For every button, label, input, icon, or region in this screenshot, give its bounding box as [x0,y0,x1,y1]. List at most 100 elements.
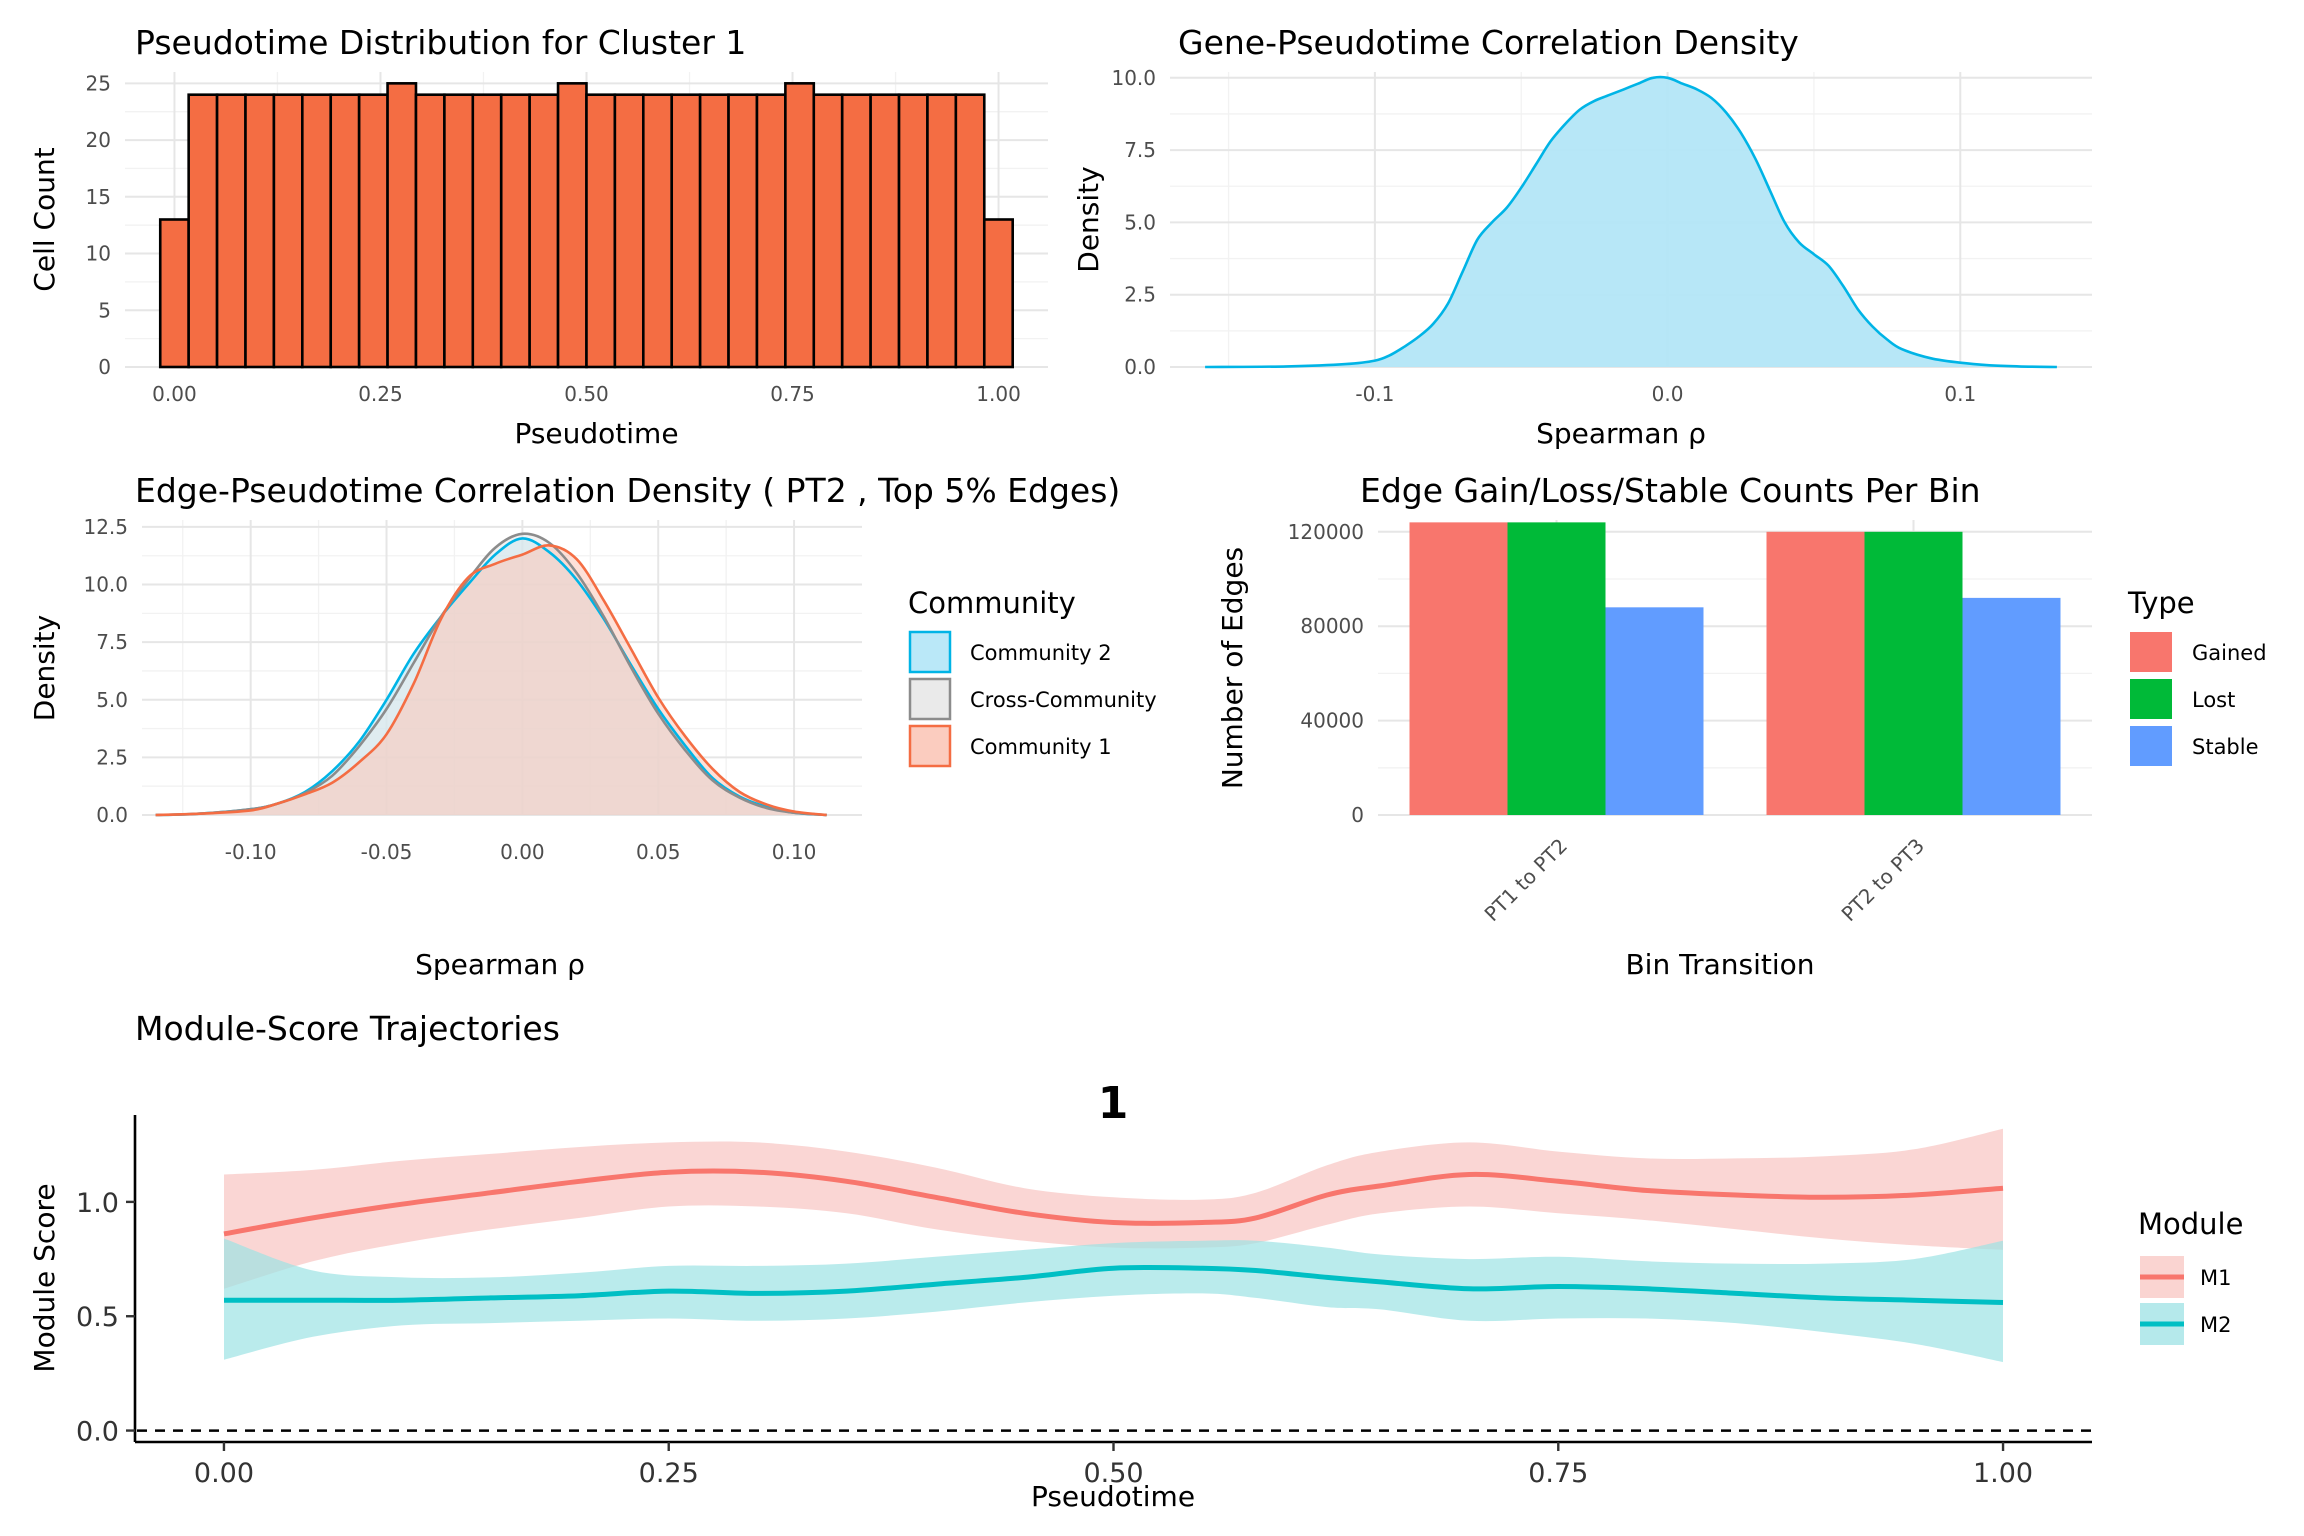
x-tick-label: 0.0 [1652,382,1684,406]
x-tick-label: 0.75 [1528,1458,1588,1489]
histogram-bar [698,93,730,369]
chart-title: Edge Gain/Loss/Stable Counts Per Bin [1360,471,1981,510]
y-tick-label: 12.5 [83,515,128,539]
chart-title: Module-Score Trajectories [135,1009,560,1048]
legend-title: Module [2138,1207,2243,1241]
x-tick-label: 0.50 [1083,1458,1143,1489]
y-tick-label: 5 [98,298,111,322]
x-tick-label: 1.00 [976,382,1021,406]
y-tick-label: 15 [86,185,111,209]
histogram-bar [585,93,617,369]
y-axis-label: Density [28,615,61,721]
y-tick-label: 7.5 [1124,138,1156,162]
legend-key [2130,632,2172,672]
histogram-bar [158,218,190,369]
x-tick-label: 1.00 [1973,1458,2033,1489]
x-tick-label: -0.10 [225,840,277,864]
histogram-panel: 0.00 0.25 0.50 0.75 1.00 0 5 10 15 20 25 Pseudotime… [28,23,1048,450]
x-axis-label: Pseudotime [1031,1480,1195,1513]
histogram-bar [499,93,531,369]
y-tick-label: 5.0 [1124,210,1156,234]
histogram-bar [812,93,844,369]
legend-key [908,630,952,674]
y-tick-label: 20 [86,128,111,152]
histogram-bar [386,82,418,369]
chart-title: Gene-Pseudotime Correlation Density [1178,23,1799,62]
histogram-bar [784,82,816,369]
bar-lost [1864,531,1963,815]
x-tick-label: 0.10 [772,840,817,864]
y-axis-label: Module Score [28,1183,61,1372]
trend-line-m2 [224,1264,2004,1305]
legend-label: Community 1 [970,735,1112,759]
histogram-bar [528,93,560,369]
chart-title: Edge-Pseudotime Correlation Density ( PT… [135,471,1120,510]
histogram-bar [926,93,958,369]
trend-line-m1 [223,1168,2004,1237]
x-tick-label: PT2 to PT3 [1837,834,1929,926]
bar-lost [1507,522,1606,815]
legend-label: Cross-Community [970,688,1157,712]
histogram-bar [840,93,872,369]
histogram-bar [301,93,333,369]
x-tick-label: 0.00 [152,382,197,406]
x-axis-label: Bin Transition [1625,948,1814,981]
x-tick-label: -0.1 [1355,382,1394,406]
y-tick-label: 0.0 [76,1417,119,1448]
legend-key [2130,679,2172,719]
histogram-bar [954,93,986,369]
legend-key [908,677,952,721]
gene-density-panel: -0.1 0.0 0.1 0.0 2.5 5.0 7.5 10.0 Gene-Pseudotim… [1072,23,2092,450]
edge-density-panel: -0.10 -0.05 0.00 0.05 0.10 0.0 2.5 5.0 7.5 10.0 12… [28,471,1157,981]
y-tick-label: 80000 [1300,614,1364,638]
x-tick-label: -0.05 [361,840,413,864]
y-tick-label: 10.0 [83,573,128,597]
histogram-bar [727,93,759,369]
histogram-bar [897,93,929,369]
histogram-bar [443,93,475,369]
x-axis-label: Spearman ρ [1536,417,1706,450]
chart-title: Pseudotime Distribution for Cluster 1 [135,23,746,62]
confidence-band-m2 [224,1238,2003,1362]
x-tick-label: PT1 to PT2 [1480,834,1572,926]
histogram-bar [329,93,361,369]
density-area [1205,77,2057,368]
x-tick-label: 0.00 [500,840,545,864]
bar-stable [1962,597,2061,815]
legend: Type Gained Lost Stable [2127,586,2267,766]
histogram-bar [869,93,901,369]
histogram-bar [670,93,702,369]
y-tick-label: 0 [98,355,111,379]
density-area-community-1 [155,545,827,815]
histogram-bar [641,93,674,369]
histogram-bar [215,93,247,369]
edge-counts-panel: 0 40000 80000 120000 PT1 to PT2 PT2 to PT3 Edg… [1216,471,2267,981]
y-tick-label: 10 [86,242,111,266]
x-tick-label: 0.75 [770,382,815,406]
legend-label: Stable [2192,735,2259,759]
legend-title: Type [2127,586,2195,620]
histogram-bar [982,218,1014,369]
histogram-bar [414,93,446,369]
legend-label: M1 [2200,1266,2231,1290]
histogram-bar [755,93,787,369]
y-tick-label: 25 [86,71,111,95]
y-tick-label: 7.5 [96,630,128,654]
histogram-bar [613,93,645,369]
x-tick-label: 0.1 [1944,382,1976,406]
y-tick-label: 120000 [1288,520,1364,544]
y-axis-label: Number of Edges [1216,547,1249,789]
y-axis-label: Density [1072,166,1105,272]
legend-label: Lost [2192,688,2235,712]
legend-key [2130,726,2172,766]
module-trajectory-panel: 0.00 0.25 0.50 0.75 1.00 0.0 0.5 1.0 Module-Scor… [28,1009,2243,1513]
y-tick-label: 0 [1351,803,1364,827]
histogram-bar [187,93,219,369]
x-axis-label: Pseudotime [514,417,678,450]
density-line [1205,75,2057,369]
legend-label: M2 [2200,1313,2231,1337]
y-tick-label: 5.0 [96,688,128,712]
density-line-community-1 [155,544,827,817]
y-tick-label: 40000 [1300,709,1364,733]
